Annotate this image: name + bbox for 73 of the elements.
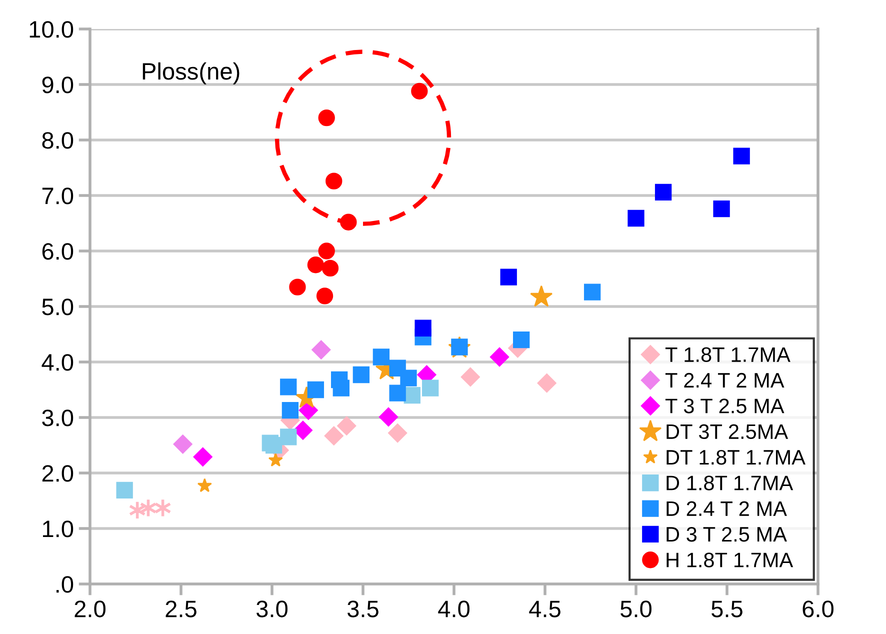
legend-label: D 2.4 T 2 MA — [666, 501, 787, 516]
x-tick-label: 5.0 — [620, 600, 652, 618]
point — [332, 380, 350, 396]
point — [293, 420, 312, 440]
point — [537, 374, 556, 393]
point — [265, 436, 282, 454]
point — [280, 378, 297, 396]
y-tick-label: 1.0 — [43, 520, 74, 538]
legend-label: DT 3T 2.5MA — [666, 424, 788, 440]
point — [400, 370, 417, 386]
y-tick-label: .0 — [56, 576, 74, 593]
point — [490, 347, 510, 367]
point — [460, 367, 480, 387]
legend-label: H 1.8T 1.7MA — [666, 552, 794, 568]
y-tick-label: 9.0 — [42, 76, 74, 94]
point — [197, 478, 212, 492]
point — [268, 452, 283, 467]
point — [733, 148, 750, 164]
point — [628, 210, 644, 227]
point — [337, 416, 356, 436]
y-tick-label: 7.0 — [42, 188, 74, 204]
point — [312, 340, 331, 360]
point — [584, 284, 601, 300]
point — [307, 381, 324, 398]
point — [282, 402, 299, 419]
legend-label: T 2.4 T 2 MA — [665, 372, 784, 388]
x-tick-label: 5.5 — [712, 600, 742, 618]
legend-label: D 3 T 2.5 MA — [666, 526, 787, 542]
annotation: Ploss(ne) — [142, 62, 240, 84]
point — [318, 109, 335, 126]
y-tick-label: 5.0 — [42, 298, 74, 316]
x-tick-label: 6.0 — [802, 600, 834, 618]
point — [389, 384, 406, 402]
legend-label: D 1.8T 1.7MA — [666, 476, 794, 490]
x-tick-label: 3.0 — [256, 600, 288, 618]
y-tick-label: 6.0 — [42, 243, 74, 260]
point — [324, 426, 344, 446]
x-tick-label: 4.5 — [529, 600, 560, 618]
y-tick-label: 4.0 — [42, 354, 74, 371]
point — [193, 447, 212, 466]
point — [530, 285, 553, 307]
legend-label: T 1.8T 1.7MA — [665, 347, 790, 362]
point — [289, 278, 306, 296]
point — [326, 172, 342, 190]
point — [173, 434, 192, 454]
point — [713, 200, 730, 218]
point — [414, 320, 432, 336]
x-tick-label: 4.0 — [438, 600, 470, 618]
point — [411, 82, 428, 100]
point — [307, 256, 324, 274]
point — [322, 260, 339, 277]
point — [316, 288, 334, 304]
point — [372, 348, 390, 366]
y-tick-label: 8.0 — [42, 132, 74, 149]
x-tick-label: 3.5 — [347, 600, 378, 618]
point — [654, 184, 672, 201]
legend-label: T 3 T 2.5 MA — [665, 398, 784, 414]
point — [378, 407, 398, 426]
y-tick-label: 2.0 — [42, 465, 74, 482]
y-tick-label: 10.0 — [30, 21, 74, 38]
point — [388, 424, 408, 443]
point — [318, 242, 335, 260]
point — [352, 366, 370, 384]
legend-label: DT 1.8T 1.7MA — [666, 450, 806, 465]
point — [500, 268, 517, 286]
point — [340, 214, 357, 230]
point — [422, 380, 439, 396]
point — [280, 428, 297, 446]
x-tick-label: 2.5 — [166, 600, 196, 618]
point — [513, 331, 530, 348]
x-tick-label: 2.0 — [74, 600, 106, 618]
y-tick-label: 3.0 — [42, 410, 74, 426]
point — [116, 482, 133, 499]
